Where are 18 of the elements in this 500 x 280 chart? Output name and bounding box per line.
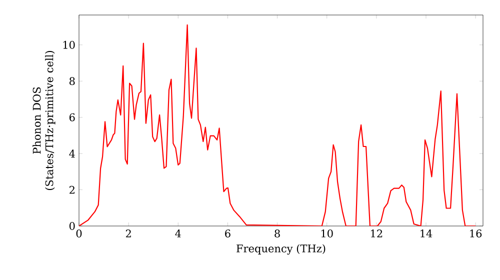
line-series bbox=[79, 24, 476, 226]
y-tick-label: 10 bbox=[63, 40, 75, 49]
y-tick-label: 6 bbox=[70, 113, 75, 122]
y-axis-title: Phonon DOS (States/THz·primitive cell) bbox=[32, 50, 56, 190]
x-tick-label: 4 bbox=[175, 230, 181, 238]
x-tick-label: 16 bbox=[470, 230, 482, 238]
y-tick-label: 2 bbox=[70, 186, 74, 194]
x-tick-label: 2 bbox=[126, 230, 131, 238]
x-tick-label: 14 bbox=[420, 230, 432, 238]
x-tick-label: 0 bbox=[76, 230, 82, 238]
y-tick-label: 0 bbox=[69, 222, 75, 230]
x-axis-title: Frequency (THz) bbox=[236, 244, 326, 255]
x-tick-label: 6 bbox=[225, 230, 230, 238]
x-tick-label: 12 bbox=[371, 230, 382, 238]
x-tick-label: 10 bbox=[321, 230, 333, 238]
y-tick-label: 8 bbox=[70, 77, 75, 86]
y-tick-label: 4 bbox=[69, 150, 75, 158]
x-tick-label: 8 bbox=[274, 230, 280, 238]
